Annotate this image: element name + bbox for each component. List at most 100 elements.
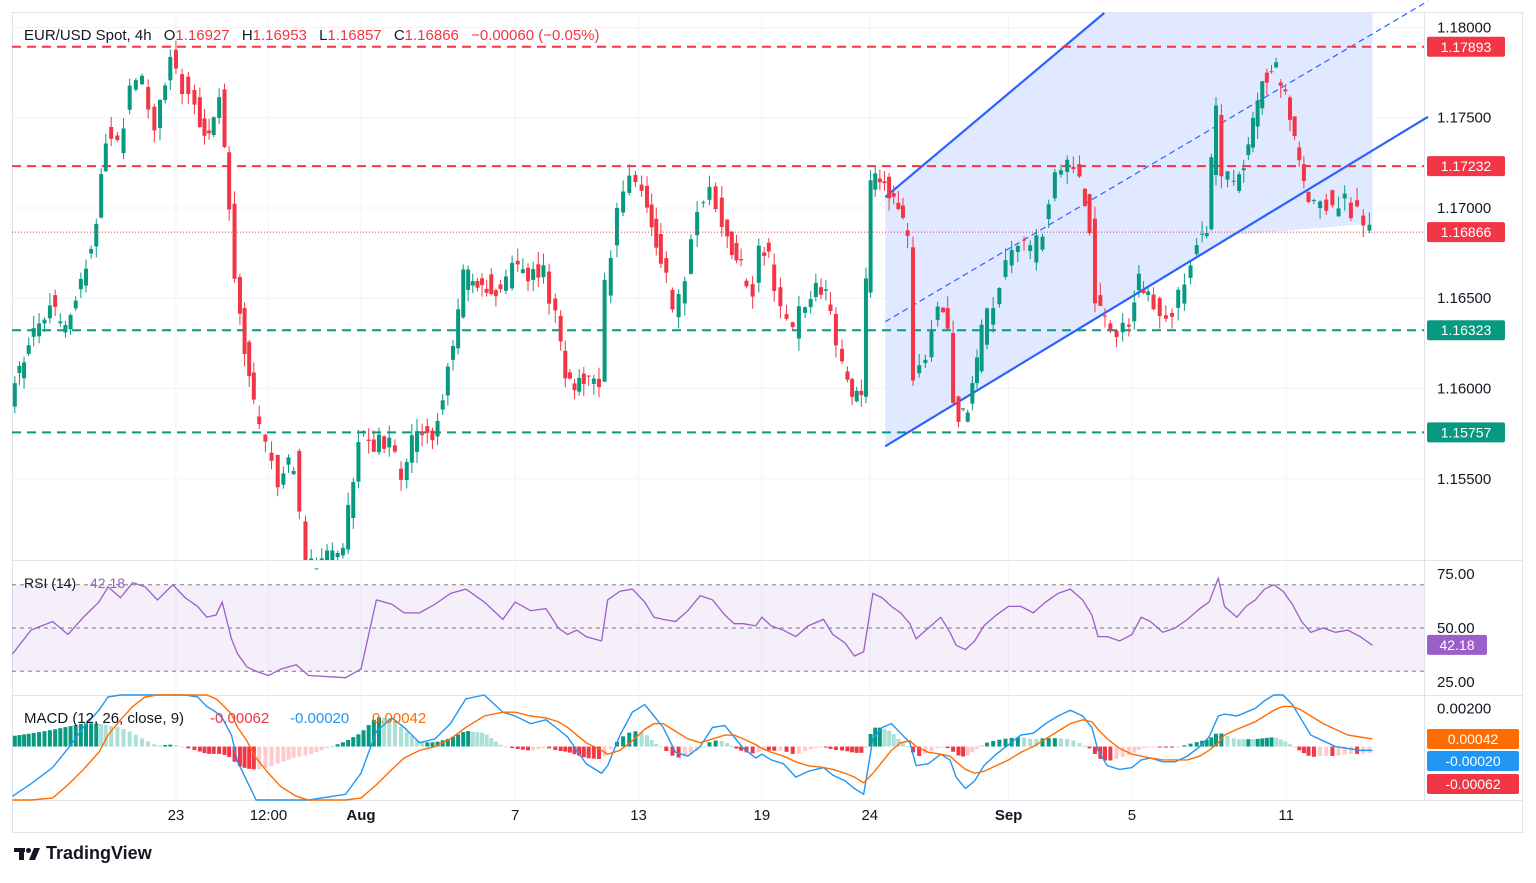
candle-body xyxy=(941,307,946,313)
macd-histogram-bar xyxy=(404,731,409,747)
macd-histogram-bar xyxy=(766,746,771,751)
candle-body xyxy=(251,372,256,400)
macd-histogram-bar xyxy=(567,746,572,753)
candle-body xyxy=(1278,82,1283,86)
macd-histogram-bar xyxy=(1034,738,1039,747)
rsi-pane[interactable] xyxy=(11,576,1424,679)
macd-histogram-bar xyxy=(335,744,340,747)
candle-body xyxy=(503,276,508,291)
candle-body xyxy=(531,269,536,280)
candle-body xyxy=(435,421,440,437)
candle xyxy=(1028,240,1033,260)
macd-histogram-bar xyxy=(572,746,577,755)
candle xyxy=(73,296,78,312)
candle xyxy=(1200,221,1205,243)
candle-body xyxy=(645,185,650,208)
candle-body xyxy=(1082,188,1087,206)
candle xyxy=(1367,212,1372,234)
macd-histogram-bar xyxy=(242,746,247,768)
candle xyxy=(536,251,541,288)
price-pane[interactable] xyxy=(12,0,1429,570)
candle xyxy=(31,315,36,347)
macd-histogram-bar xyxy=(633,731,638,747)
candle-body xyxy=(425,426,430,433)
candle-body xyxy=(526,267,531,282)
candle xyxy=(891,185,896,205)
macd-histogram-bar xyxy=(887,730,892,747)
macd-histogram-bar xyxy=(103,725,108,747)
candle-body xyxy=(489,274,494,295)
macd-histogram-bar xyxy=(387,718,392,747)
candle-body xyxy=(701,202,706,204)
candle-body xyxy=(558,315,563,342)
macd-histogram-bar xyxy=(392,721,397,747)
macd-histogram-bar xyxy=(1114,746,1119,759)
candle xyxy=(1301,156,1306,189)
macd-histogram-bar xyxy=(83,723,88,747)
candle-body xyxy=(94,223,99,247)
macd-histogram-bar xyxy=(1071,740,1076,747)
macd-histogram-bar xyxy=(1176,746,1181,748)
macd-histogram-bar xyxy=(896,738,901,747)
candle xyxy=(251,362,256,405)
candle-body xyxy=(1108,323,1113,331)
candle-body xyxy=(1306,191,1311,203)
candle-body xyxy=(945,308,950,329)
channel-fill xyxy=(885,13,1373,447)
macd-histogram-bar xyxy=(1260,738,1265,747)
macd-histogram-bar xyxy=(435,741,440,747)
support-level-label: 1.16323 xyxy=(1427,320,1505,341)
candle xyxy=(1209,153,1214,231)
candle xyxy=(581,366,586,396)
candle xyxy=(42,317,47,332)
candle-body xyxy=(1163,315,1168,319)
candle-body xyxy=(158,99,163,128)
macd-histogram-bar xyxy=(99,723,104,747)
macd-histogram-bar xyxy=(1087,746,1092,749)
candle xyxy=(366,428,371,454)
candle-body xyxy=(484,288,489,293)
candle-body xyxy=(923,359,928,364)
candle-body xyxy=(873,173,878,190)
candle-body xyxy=(541,265,546,278)
candle-body xyxy=(1241,168,1246,171)
macd-histogram-bar xyxy=(701,746,706,748)
tradingview-logo[interactable]: TradingView xyxy=(14,843,152,864)
macd-histogram-bar xyxy=(1141,746,1146,749)
candle-body xyxy=(1136,273,1141,291)
macd-histogram-bar xyxy=(1301,746,1306,754)
candle xyxy=(480,273,485,297)
rsi-value-label-text: 42.18 xyxy=(1439,637,1474,653)
candle xyxy=(1015,244,1020,263)
macd-histogram-bar xyxy=(1342,746,1347,755)
candle xyxy=(1046,199,1051,228)
macd-histogram-bar xyxy=(891,734,896,747)
candle-body xyxy=(1157,298,1162,317)
candle xyxy=(553,293,558,323)
candle-body xyxy=(127,85,132,110)
resistance-level-label-text: 1.17893 xyxy=(1441,39,1492,55)
macd-histogram-bar xyxy=(399,726,404,747)
candle xyxy=(387,425,392,457)
macd-pane[interactable] xyxy=(12,694,1373,801)
macd-histogram-bar xyxy=(366,725,371,747)
rsi-header-value: 42.18 xyxy=(90,575,125,591)
candle xyxy=(493,288,498,307)
candle xyxy=(146,79,151,119)
candle-body xyxy=(970,383,975,404)
candle xyxy=(563,340,568,388)
candle xyxy=(319,548,324,560)
candle-body xyxy=(833,314,838,346)
candle xyxy=(1264,68,1269,96)
candle xyxy=(510,255,515,291)
candle xyxy=(242,302,247,367)
macd-histogram-bar xyxy=(325,746,330,749)
candle-body xyxy=(325,550,330,560)
candle-body xyxy=(409,435,414,463)
candle xyxy=(247,339,252,388)
candle-body xyxy=(572,383,577,391)
macd-histogram-bar xyxy=(854,746,859,753)
candle xyxy=(1022,236,1027,251)
macd-histogram-bar xyxy=(719,741,724,747)
